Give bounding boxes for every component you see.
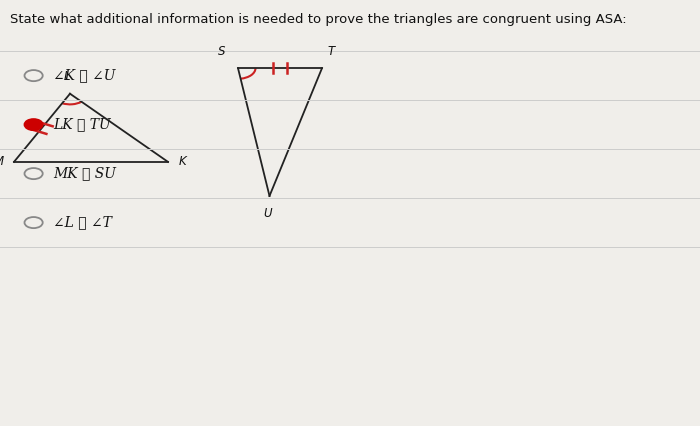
Text: L: L: [63, 70, 70, 83]
Circle shape: [25, 119, 43, 130]
Text: K: K: [178, 155, 186, 168]
Text: ∠K ≅ ∠U: ∠K ≅ ∠U: [53, 69, 116, 83]
Text: State what additional information is needed to prove the triangles are congruent: State what additional information is nee…: [10, 13, 627, 26]
Text: ∠L ≅ ∠T: ∠L ≅ ∠T: [53, 216, 112, 230]
Text: LK ≅ TU: LK ≅ TU: [53, 118, 111, 132]
Text: U: U: [264, 207, 272, 220]
Text: MK ≅ SU: MK ≅ SU: [53, 167, 116, 181]
Text: M: M: [0, 155, 4, 168]
Text: S: S: [218, 44, 225, 58]
Text: T: T: [328, 44, 335, 58]
